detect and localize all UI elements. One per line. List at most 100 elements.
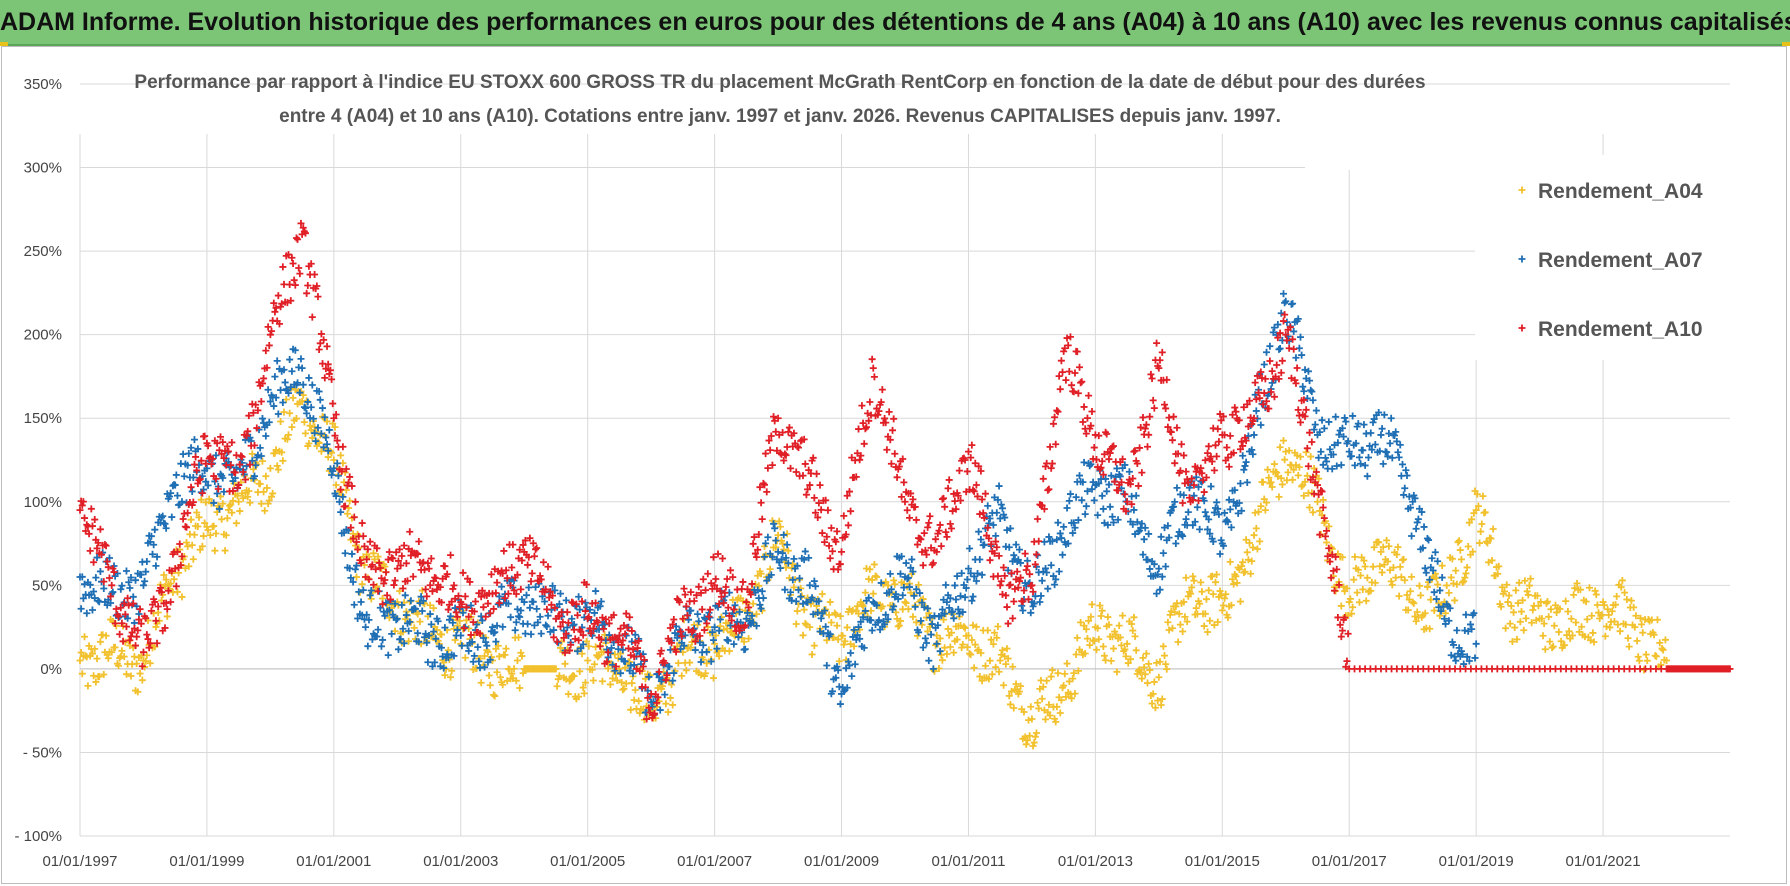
data-point — [1090, 496, 1098, 504]
data-point — [1282, 331, 1290, 339]
data-point — [1010, 704, 1018, 712]
data-point — [1335, 431, 1343, 439]
data-point — [364, 545, 372, 553]
data-point — [517, 607, 525, 615]
data-point — [185, 562, 193, 570]
data-point — [200, 532, 208, 540]
data-point — [1414, 515, 1422, 523]
data-point — [338, 467, 346, 475]
data-point — [1074, 667, 1082, 675]
data-point — [342, 465, 350, 473]
data-point — [120, 653, 128, 661]
data-point — [167, 489, 175, 497]
data-point — [137, 620, 145, 628]
data-point — [347, 524, 355, 532]
data-point — [857, 452, 865, 460]
data-point — [855, 623, 863, 631]
data-point — [1161, 652, 1169, 660]
data-point — [1295, 463, 1303, 471]
data-point — [1106, 503, 1114, 511]
data-point — [579, 684, 587, 692]
data-point — [648, 703, 656, 711]
data-point — [976, 556, 984, 564]
data-point — [1604, 605, 1612, 613]
data-point — [741, 621, 749, 629]
data-point — [539, 558, 547, 566]
data-point — [1233, 579, 1241, 587]
data-point — [720, 599, 728, 607]
data-point — [1204, 449, 1212, 457]
data-point — [254, 406, 262, 414]
data-point — [289, 394, 297, 402]
data-point — [992, 663, 1000, 671]
data-point — [589, 625, 597, 633]
data-point — [1500, 587, 1508, 595]
data-point — [1097, 612, 1105, 620]
data-point — [187, 444, 195, 452]
data-point — [1230, 498, 1238, 506]
data-point — [1224, 454, 1232, 462]
data-point — [1095, 432, 1103, 440]
data-point — [299, 224, 307, 232]
data-point — [1238, 507, 1246, 515]
data-point — [1544, 598, 1552, 606]
data-point — [698, 605, 706, 613]
data-point — [1629, 621, 1637, 629]
data-point — [891, 450, 899, 458]
data-point — [1516, 618, 1524, 626]
data-point — [363, 611, 371, 619]
data-point — [1094, 511, 1102, 519]
data-point — [1180, 451, 1188, 459]
data-point — [767, 571, 775, 579]
data-point — [180, 472, 188, 480]
data-point — [1183, 618, 1191, 626]
data-point — [913, 541, 921, 549]
data-point — [668, 681, 676, 689]
data-point — [228, 438, 236, 446]
data-point — [167, 598, 175, 606]
data-point — [1139, 551, 1147, 559]
data-point — [810, 577, 818, 585]
data-point — [1403, 591, 1411, 599]
data-point — [555, 612, 563, 620]
data-point — [739, 578, 747, 586]
data-point — [724, 637, 732, 645]
data-point — [1344, 437, 1352, 445]
data-point — [984, 626, 992, 634]
data-point — [184, 542, 192, 550]
data-point — [679, 615, 687, 623]
data-point — [302, 429, 310, 437]
data-point — [414, 610, 422, 618]
data-point — [1090, 444, 1098, 452]
data-point — [644, 694, 652, 702]
data-point — [316, 396, 324, 404]
data-point — [1252, 407, 1260, 415]
data-point — [1243, 478, 1251, 486]
data-point — [1188, 475, 1196, 483]
data-point — [697, 658, 705, 666]
data-point — [1168, 624, 1176, 632]
data-point — [1085, 617, 1093, 625]
data-point — [334, 472, 342, 480]
data-point — [1201, 508, 1209, 516]
data-point — [949, 608, 957, 616]
data-point — [1351, 461, 1359, 469]
data-point — [1260, 495, 1268, 503]
data-point — [537, 630, 545, 638]
data-point — [1235, 499, 1243, 507]
data-point — [1131, 632, 1139, 640]
data-point — [467, 631, 475, 639]
data-point — [362, 623, 370, 631]
data-point — [997, 501, 1005, 509]
data-point — [380, 579, 388, 587]
data-point — [379, 600, 387, 608]
data-point — [1167, 428, 1175, 436]
data-point — [611, 667, 619, 675]
data-point — [1283, 336, 1291, 344]
data-point — [734, 633, 742, 641]
data-point — [189, 473, 197, 481]
data-point — [711, 640, 719, 648]
data-point — [1561, 641, 1569, 649]
data-point — [968, 441, 976, 449]
data-point — [376, 604, 384, 612]
